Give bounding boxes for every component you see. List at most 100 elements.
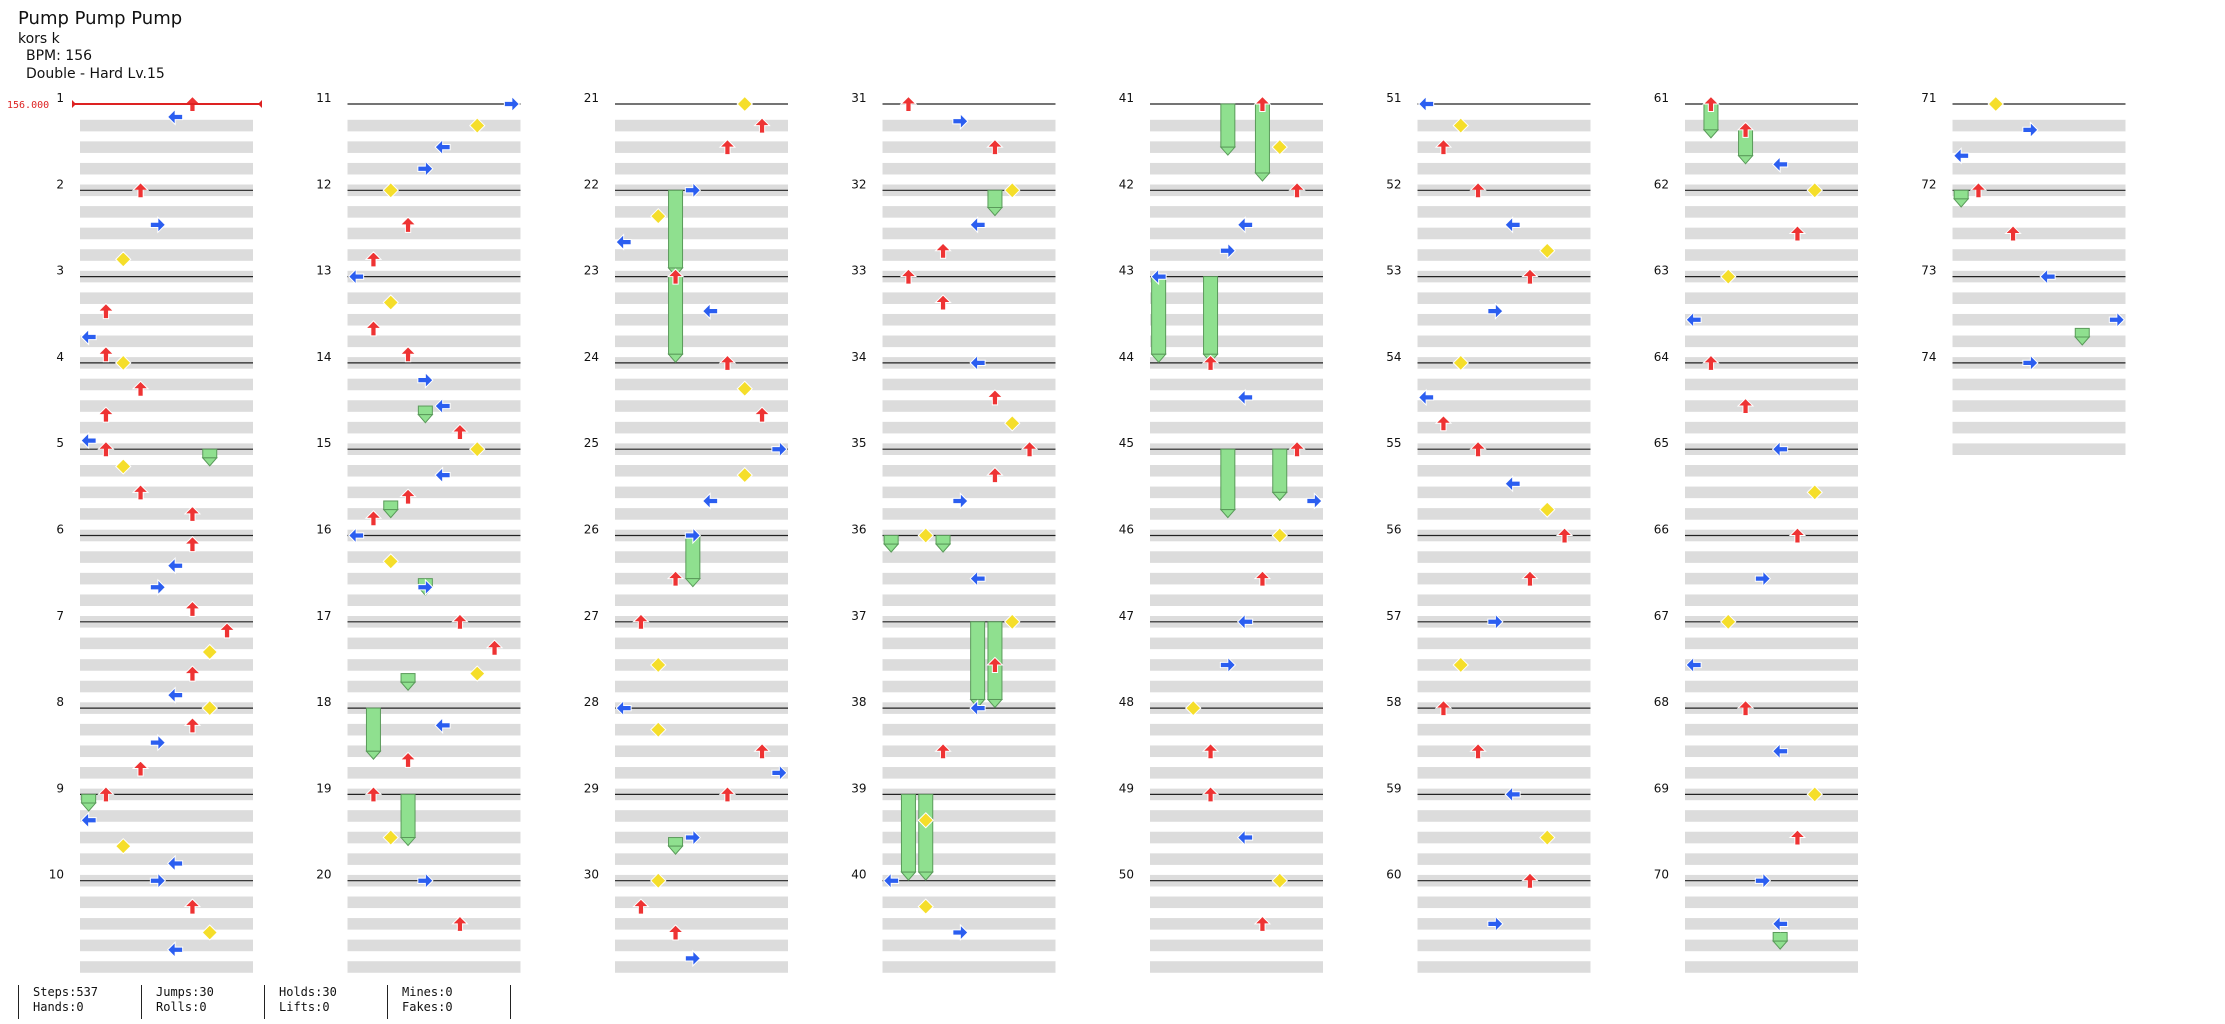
arrow-note-left	[2039, 267, 2056, 286]
beat-stripe	[1417, 659, 1591, 671]
beat-stripe	[615, 831, 788, 844]
beat-stripe	[1685, 572, 1858, 585]
beat-stripe	[347, 745, 521, 758]
beat-stripe	[80, 637, 253, 650]
beat-stripe	[1150, 853, 1323, 865]
beat-stripe	[615, 141, 788, 153]
measure-number: 67	[1654, 609, 1669, 623]
arrow-note-up	[1201, 354, 1220, 371]
arrow-note-center	[736, 466, 753, 484]
beat-stripe	[347, 810, 521, 822]
beat-stripe	[80, 745, 253, 758]
measure-number: 15	[316, 436, 331, 450]
measure-number: 69	[1654, 781, 1669, 795]
beat-stripe	[882, 831, 1056, 844]
arrow-note-up	[1434, 415, 1453, 432]
arrow-note-right	[2022, 121, 2039, 139]
beat-stripe	[1150, 680, 1323, 693]
arrow-note-center	[201, 643, 218, 661]
arrow-note-left	[615, 699, 632, 717]
arrow-note-left	[701, 492, 719, 510]
hold-notes-layer	[80, 103, 2091, 950]
arrow-note-right	[684, 949, 702, 968]
arrow-note-left	[80, 811, 97, 829]
beat-stripe	[615, 335, 788, 348]
arrow-note-left	[1236, 216, 1254, 234]
beat-stripe	[1150, 162, 1323, 175]
measure-number: 60	[1386, 868, 1401, 882]
beat-stripe	[1952, 443, 2126, 455]
arrow-note-up	[753, 743, 771, 760]
beat-stripe	[882, 659, 1056, 671]
arrow-note-center	[1185, 699, 1202, 717]
beat-stripe	[882, 249, 1056, 261]
stat-steps-hands: Steps:537 Hands:0	[18, 985, 141, 1019]
beat-stripe	[80, 313, 253, 326]
arrow-note-left	[1150, 267, 1167, 286]
beat-stripe	[615, 659, 788, 671]
measure-number: 54	[1386, 350, 1401, 364]
measure-number: 37	[851, 609, 866, 623]
arrow-note-left	[969, 569, 986, 588]
arrow-note-right	[684, 828, 702, 847]
beat-stripe	[882, 141, 1056, 153]
hold-note-body	[1203, 276, 1219, 355]
arrow-note-right	[1306, 492, 1323, 510]
beat-stripe	[882, 313, 1056, 326]
arrow-note-up	[934, 294, 952, 311]
measure-number: 22	[584, 177, 599, 191]
arrow-note-up	[1253, 95, 1272, 112]
arrow-note-up	[718, 354, 737, 371]
arrow-note-left	[347, 267, 365, 286]
arrow-note-left	[1771, 915, 1789, 933]
beat-stripe	[615, 119, 788, 132]
arrow-note-up	[1469, 743, 1487, 760]
measure-number: 53	[1386, 264, 1401, 278]
beat-stripe	[615, 313, 788, 326]
measure-51: 51	[1386, 91, 1591, 197]
measure-number: 71	[1921, 91, 1936, 105]
arrow-note-center	[201, 924, 218, 941]
arrow-note-up	[364, 251, 383, 268]
arrow-note-up	[632, 898, 650, 915]
arrow-note-center	[1452, 354, 1469, 372]
hold-note-tail	[80, 802, 97, 812]
beat-stripe	[615, 551, 788, 563]
beat-stripe	[347, 831, 521, 844]
arrow-note-left	[1504, 785, 1521, 804]
beat-stripe	[347, 400, 521, 412]
hold-note-body	[668, 276, 684, 355]
beat-stripe	[1150, 206, 1323, 218]
beat-stripe	[347, 939, 521, 952]
arrow-note-left	[1771, 440, 1789, 458]
beat-stripe	[882, 767, 1056, 779]
measure-number: 28	[584, 695, 599, 709]
beat-stripe	[1685, 400, 1858, 412]
arrow-note-up	[183, 505, 202, 522]
arrow-note-center	[469, 117, 486, 134]
arrow-note-left	[1685, 656, 1702, 674]
arrow-note-left	[166, 686, 184, 704]
measure-61: 61	[1654, 91, 1858, 197]
arrow-note-right	[771, 764, 788, 782]
arrow-note-up	[1253, 915, 1272, 932]
stat-jumps: Jumps:30	[156, 985, 214, 999]
beat-stripe	[1952, 119, 2126, 132]
beat-stripe	[882, 421, 1056, 434]
beat-stripe	[615, 810, 788, 822]
beat-stripe	[80, 767, 253, 779]
beat-stripe	[1685, 745, 1858, 758]
beat-stripe	[1150, 227, 1323, 240]
measure-number: 41	[1119, 91, 1134, 105]
beat-stripe	[1685, 162, 1858, 175]
beat-stripe	[1685, 508, 1858, 520]
measure-number: 23	[584, 264, 599, 278]
beat-stripe	[80, 810, 253, 822]
bpm-change-label: 156.000	[7, 100, 49, 111]
measure-number: 61	[1654, 91, 1669, 105]
arrow-note-up	[666, 924, 685, 941]
beat-stripe	[347, 313, 521, 326]
arrow-note-center	[1271, 138, 1288, 156]
beat-stripe	[882, 335, 1056, 348]
hold-note-tail	[1271, 491, 1288, 502]
